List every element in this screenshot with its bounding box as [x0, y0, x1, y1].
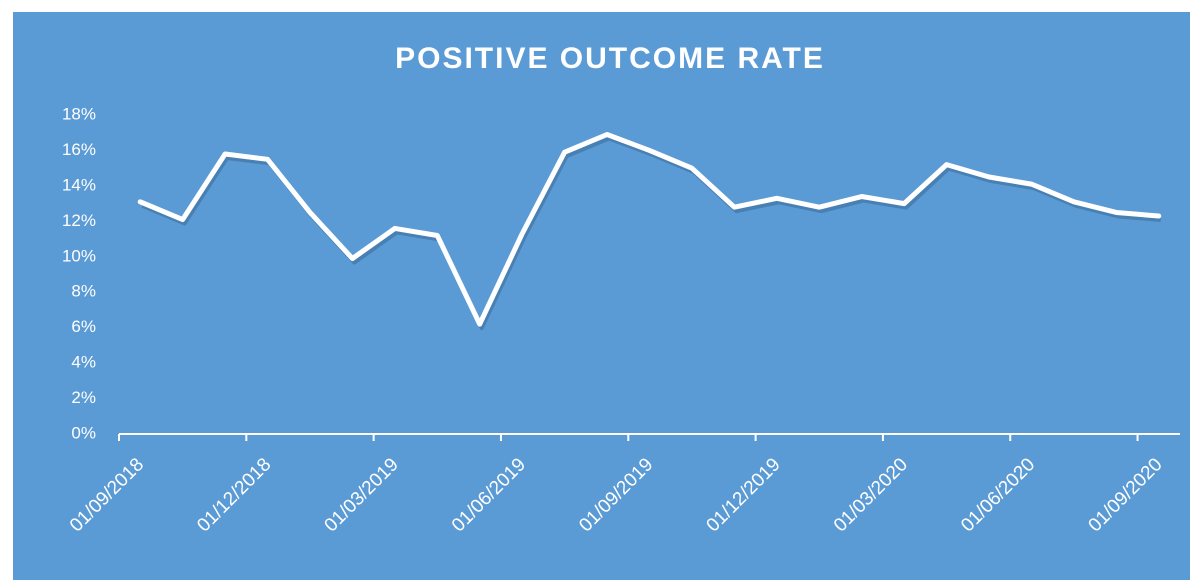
y-tick-label: 8% — [71, 282, 96, 301]
y-tick-label: 14% — [62, 175, 96, 194]
y-tick-label: 16% — [62, 140, 96, 159]
chart-title: POSITIVE OUTCOME RATE — [395, 42, 825, 75]
y-tick-label: 2% — [71, 388, 96, 407]
y-tick-label: 12% — [62, 211, 96, 230]
line-series — [137, 131, 1162, 327]
chart-background — [13, 12, 1190, 580]
y-tick-label: 0% — [71, 423, 96, 442]
y-tick-label: 4% — [71, 353, 96, 372]
y-tick-label: 18% — [62, 104, 96, 123]
y-tick-label: 10% — [62, 246, 96, 265]
y-tick-label: 6% — [71, 317, 96, 336]
